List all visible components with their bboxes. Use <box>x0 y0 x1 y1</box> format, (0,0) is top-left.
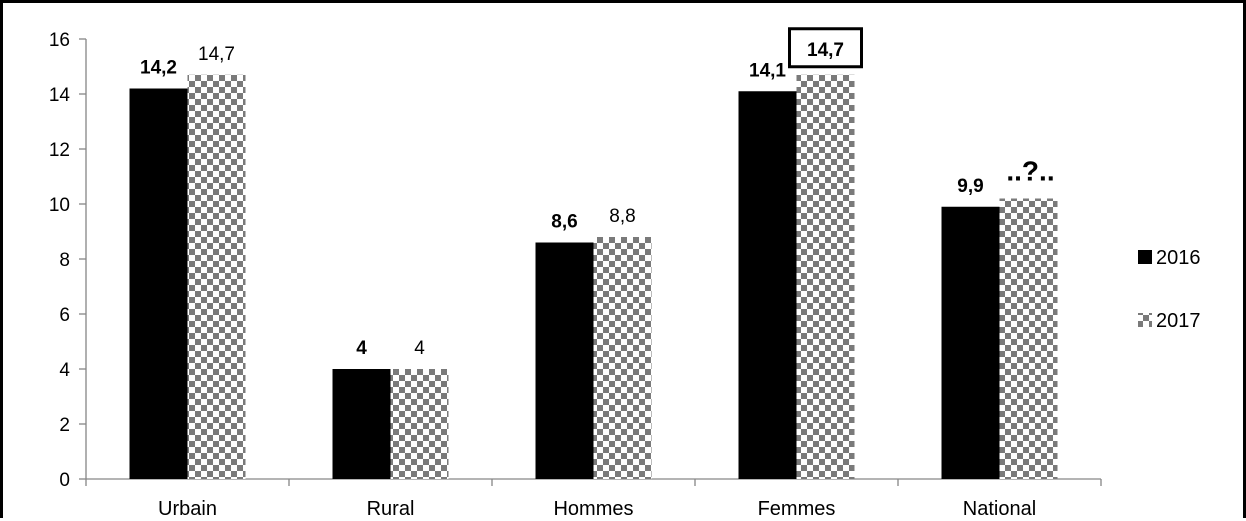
y-tick-label: 2 <box>59 415 70 436</box>
y-tick-label: 6 <box>59 305 70 326</box>
x-category-label: Hommes <box>553 498 633 520</box>
bar-2017 <box>390 369 449 479</box>
bar-2016 <box>129 88 188 479</box>
legend-label-2016: 2016 <box>1156 247 1201 269</box>
y-tick-label: 0 <box>59 470 70 491</box>
x-category-label: National <box>963 498 1036 520</box>
legend-swatch-2016 <box>1138 250 1152 264</box>
y-tick-label: 16 <box>49 30 70 51</box>
highlight-box <box>788 27 863 69</box>
data-label-2017: 14,7 <box>198 44 235 65</box>
x-category-label: Femmes <box>758 498 836 520</box>
data-label-2017-unknown: ..?.. <box>1006 156 1054 187</box>
bars <box>129 74 1058 479</box>
bar-2016 <box>535 242 594 479</box>
legend-swatch-2017 <box>1138 313 1152 327</box>
data-label-2017: 8,8 <box>609 206 635 227</box>
axes: 0 2 4 6 8 10 12 14 16 Urbain Rural Hommes Femmes Nati… <box>49 30 1102 520</box>
bar-2017 <box>593 237 652 479</box>
bar-chart: 0 2 4 6 8 10 12 14 16 Urbain Rural Hommes Femmes Nati… <box>49 27 1201 520</box>
data-label-2017: 4 <box>414 338 425 359</box>
y-tick-label: 4 <box>59 360 70 381</box>
bar-2016 <box>738 91 797 479</box>
data-label-2016: 14,2 <box>140 58 177 79</box>
data-label-2016: 4 <box>356 338 367 359</box>
bar-2016 <box>332 369 391 479</box>
data-labels: 14,2 14,7 4 4 8,6 8,8 14,1 14,7 9,9..?.. <box>140 27 1055 359</box>
bar-2016 <box>941 206 1000 479</box>
data-label-2016: 9,9 <box>957 176 983 197</box>
data-label-2017-highlighted: 14,7 <box>807 40 844 61</box>
y-tick-label: 12 <box>49 140 70 161</box>
data-label-2016: 14,1 <box>749 60 786 81</box>
x-category-label: Rural <box>367 498 415 520</box>
y-tick-label: 10 <box>49 195 70 216</box>
x-category-label: Urbain <box>158 498 217 520</box>
legend: 2016 2017 <box>1138 247 1201 332</box>
y-tick-label: 8 <box>59 250 70 271</box>
y-tick-label: 14 <box>49 85 71 106</box>
bar-2017 <box>999 198 1058 479</box>
bar-2017 <box>796 74 855 479</box>
data-label-2016: 8,6 <box>551 212 577 233</box>
legend-label-2017: 2017 <box>1156 310 1201 332</box>
bar-2017 <box>187 74 246 479</box>
